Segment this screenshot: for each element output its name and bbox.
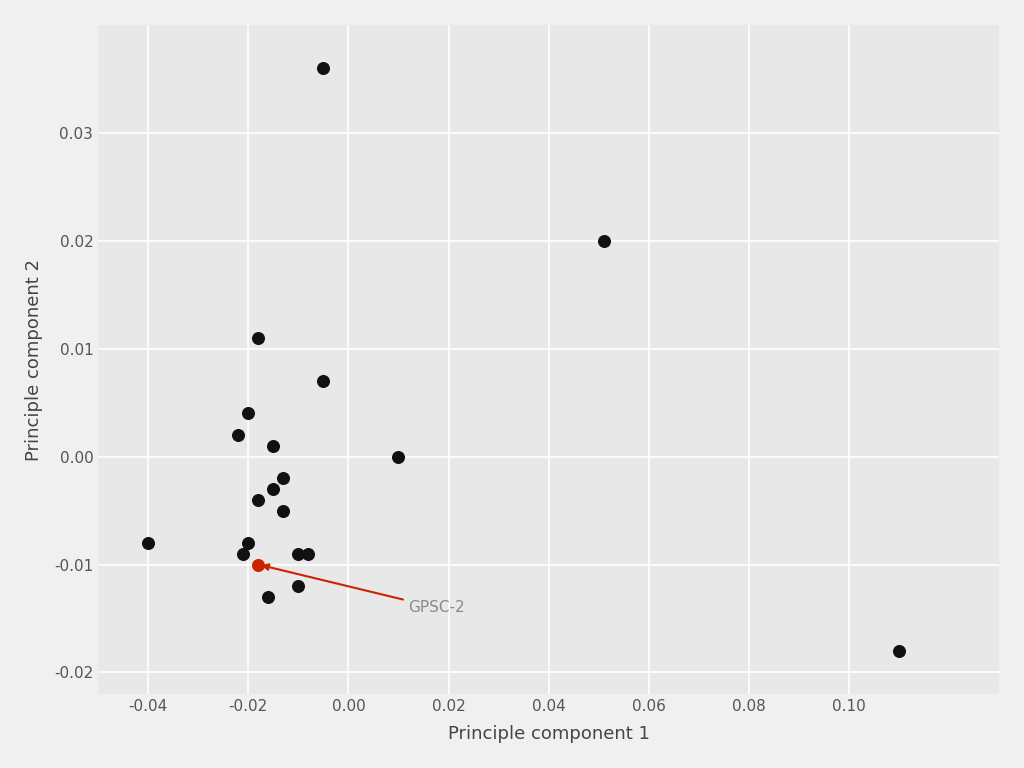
Point xyxy=(230,429,247,441)
Point xyxy=(315,62,332,74)
Point xyxy=(140,537,157,549)
Point xyxy=(275,505,292,517)
Point xyxy=(241,537,257,549)
Point xyxy=(290,580,306,592)
X-axis label: Principle component 1: Principle component 1 xyxy=(447,725,649,743)
Point xyxy=(236,548,252,560)
Point xyxy=(250,332,266,344)
Y-axis label: Principle component 2: Principle component 2 xyxy=(25,259,43,461)
Point xyxy=(265,440,282,452)
Point xyxy=(250,558,266,571)
Text: GPSC-2: GPSC-2 xyxy=(263,564,465,615)
Point xyxy=(891,644,907,657)
Point xyxy=(265,483,282,495)
Point xyxy=(275,472,292,485)
Point xyxy=(300,548,316,560)
Point xyxy=(390,451,407,463)
Point xyxy=(241,407,257,419)
Point xyxy=(290,548,306,560)
Point xyxy=(596,235,612,247)
Point xyxy=(260,591,276,603)
Point xyxy=(315,375,332,387)
Point xyxy=(250,494,266,506)
